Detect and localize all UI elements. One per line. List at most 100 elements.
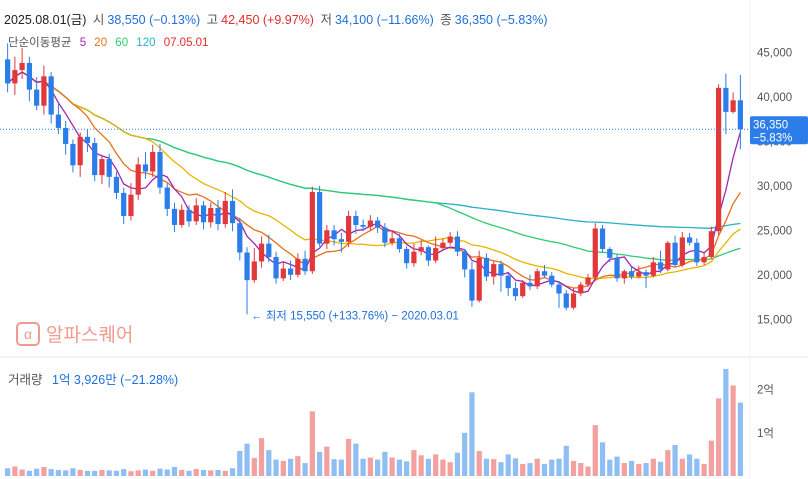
volume-bar	[331, 459, 337, 476]
candle	[287, 268, 294, 275]
volume-bar	[382, 451, 388, 476]
candle	[404, 248, 410, 264]
candle	[447, 236, 453, 243]
candle	[563, 293, 569, 308]
ma-line-120	[7, 71, 741, 229]
candle	[672, 242, 678, 265]
volume-bar	[19, 469, 25, 476]
volume-bar	[200, 469, 207, 476]
low-label: 저	[320, 13, 332, 27]
candle	[77, 136, 83, 166]
volume-bar	[454, 452, 461, 476]
ma-120: 120	[136, 37, 156, 49]
candle	[41, 76, 47, 106]
volume-bar	[244, 443, 250, 476]
volume-bar	[302, 463, 308, 476]
candle	[331, 230, 337, 240]
candle	[48, 76, 54, 115]
candle	[556, 284, 562, 294]
volume-bar	[389, 457, 395, 476]
volume-bar	[570, 460, 577, 476]
volume-bar	[367, 457, 373, 476]
volume-bar	[476, 450, 482, 476]
close-label: 종	[440, 13, 452, 27]
candle	[599, 228, 606, 249]
candle	[92, 143, 98, 176]
volume-bar	[730, 385, 736, 476]
volume-header: 거래량 1억 3,926만 (−21.28%)	[8, 369, 184, 388]
volume-bar	[128, 471, 134, 476]
volume-bar	[295, 456, 301, 476]
candle	[353, 216, 359, 225]
volume-bar	[142, 469, 149, 476]
volume-bar	[121, 469, 127, 476]
candle	[505, 275, 511, 289]
candle	[512, 288, 519, 297]
candle	[345, 216, 352, 242]
volume-bar	[607, 459, 613, 476]
candle	[628, 271, 635, 277]
volume-bar	[135, 470, 141, 476]
volume-bar	[462, 432, 468, 476]
ma-extra: 07.05.01	[163, 37, 209, 49]
candle	[266, 243, 272, 257]
volume-bar	[287, 458, 294, 476]
volume-bar	[251, 457, 257, 476]
volume-bar	[12, 466, 18, 476]
candle	[106, 159, 112, 177]
high-value: 42,450 (+9.97%)	[221, 13, 314, 27]
volume-bar	[578, 463, 584, 476]
volume-bar	[171, 466, 178, 476]
volume-bar	[469, 392, 475, 476]
candle	[694, 242, 700, 263]
current-change-label: −5.83%	[753, 132, 792, 144]
candle	[578, 284, 584, 294]
volume-bar	[157, 468, 163, 476]
candle	[454, 236, 461, 252]
candle	[570, 293, 577, 308]
volume-bar	[585, 466, 591, 476]
volume-bar	[179, 469, 185, 476]
volume-bar	[425, 458, 432, 476]
volume-bar	[150, 470, 156, 476]
candle	[273, 256, 279, 279]
candle	[128, 194, 134, 217]
ma-legend[interactable]: 단순이동평균 5 20 60 120 07.05.01	[8, 34, 213, 50]
volume-bar	[628, 460, 635, 476]
alpha-logo-icon: α	[16, 321, 40, 346]
candle	[534, 271, 540, 287]
volume-bar	[737, 402, 743, 476]
volume-bar	[106, 470, 112, 476]
volume-bar	[549, 459, 555, 476]
volume-bar	[541, 463, 548, 476]
candle	[164, 187, 170, 209]
volume-bar	[375, 459, 381, 476]
candle	[418, 247, 424, 252]
volume-bar	[694, 458, 700, 476]
candle	[462, 251, 468, 270]
volume-bar	[621, 463, 627, 476]
price-tick-label: 15,000	[757, 314, 792, 326]
candle	[324, 230, 330, 244]
candle	[498, 264, 504, 276]
volume-bar	[686, 454, 693, 476]
candle	[541, 271, 548, 276]
candle	[476, 257, 482, 301]
volume-bar	[665, 450, 671, 476]
volume-bar	[338, 459, 344, 476]
candle	[708, 231, 714, 257]
volume-tick-label: 1억	[757, 427, 774, 440]
candle	[389, 238, 395, 243]
candle	[229, 200, 236, 224]
candle	[215, 208, 221, 225]
volume-bar	[113, 470, 120, 476]
candle	[636, 272, 642, 277]
volume-bar	[63, 470, 69, 476]
candle	[592, 228, 598, 278]
volume-tick-label: 2억	[757, 384, 774, 397]
candle	[338, 239, 344, 242]
ma-legend-label: 단순이동평균	[8, 37, 72, 49]
candle	[237, 223, 243, 253]
volume-bar	[614, 456, 620, 476]
